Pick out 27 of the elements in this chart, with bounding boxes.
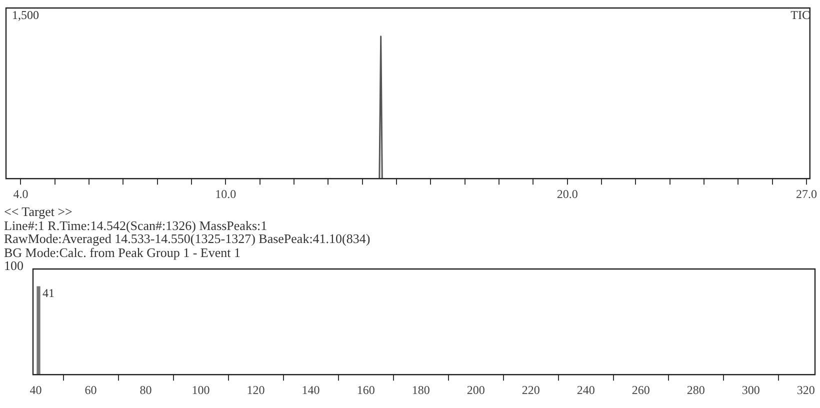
x-tick-label: 80 — [140, 382, 152, 396]
x-tick-label: 140 — [302, 382, 320, 396]
text: BG Mode:Calc. from Peak Group 1 - Event 1 — [4, 244, 240, 260]
text: RawMode:Averaged 14.533-14.550(1325-1327) BasePeak:41.10(834) — [4, 231, 372, 246]
x-tick-label: 160 — [356, 382, 375, 396]
x-tick-label: 40 — [30, 382, 42, 396]
x-tick-label: 10.0 — [215, 186, 236, 201]
text: Line#:1 R.Time:14.542(Scan#:1326) MassPeaks:1 — [4, 218, 268, 232]
x-tick-label: 180 — [412, 382, 430, 396]
text: 100 — [4, 258, 24, 273]
x-tick-label: 20.0 — [556, 186, 578, 201]
x-tick-label: 240 — [576, 382, 595, 396]
x-tick-label: 300 — [742, 382, 760, 396]
text: TIC — [790, 8, 810, 23]
x-tick-label: 100 — [192, 382, 210, 396]
x-tick-label: 4.0 — [13, 186, 28, 201]
x-tick-label: 220 — [522, 382, 540, 396]
text: 1,500 — [12, 8, 39, 23]
x-tick-label: 200 — [466, 382, 485, 396]
x-tick-label: 260 — [632, 382, 650, 396]
x-tick-label: 280 — [686, 382, 705, 396]
annotation: 41 — [42, 285, 54, 300]
x-tick-label: 27.0 — [796, 186, 817, 201]
x-tick-label: 120 — [246, 382, 265, 396]
x-tick-label: 60 — [84, 382, 97, 396]
x-tick-label: 320 — [796, 382, 815, 396]
chart-title: << Target >> — [4, 204, 74, 219]
